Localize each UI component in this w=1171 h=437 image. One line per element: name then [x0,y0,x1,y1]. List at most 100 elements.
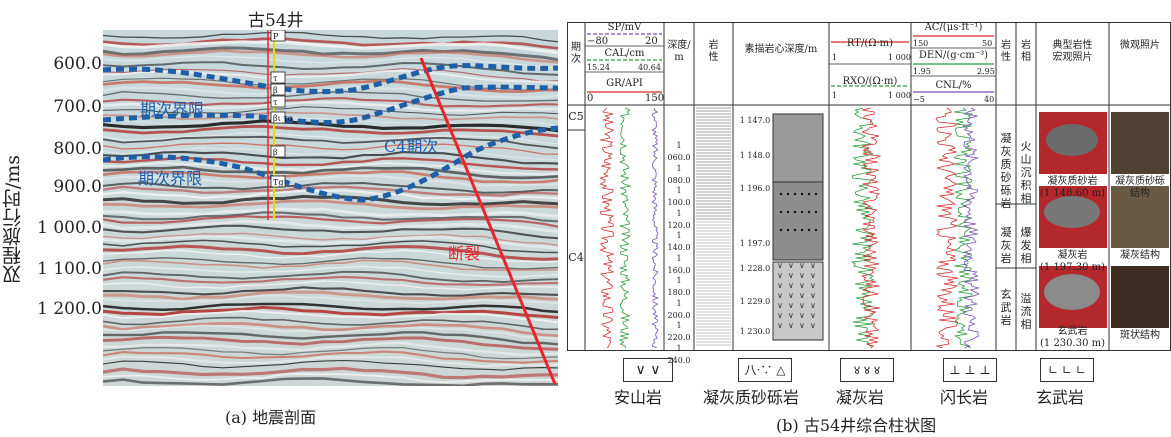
core-mark: ∨ [788,281,794,290]
core-mark: ∨ [810,281,816,290]
core-mark: ∨ [799,291,805,300]
seismic-reflector [103,305,558,320]
core-mark: ∨ [788,291,794,300]
seismic-reflector [103,249,558,263]
well-name: 古54井 [248,11,304,31]
core-dot [793,192,797,196]
legend-label-basalt: 玄武岩 [1036,388,1085,407]
well-tag: τ [273,98,278,107]
y-tick: 1 000.0 [37,218,102,238]
well-tag-box [270,145,286,158]
hdr-cal-max: 40.64 [638,63,661,72]
core-dot [779,210,783,214]
core-mark: ∨ [777,261,783,270]
seismic-reflector [103,359,558,371]
seismic-reflector [103,275,558,287]
core-mark: ∨ [788,271,794,280]
well-tag-box [270,175,286,188]
core-mark: ∨ [799,281,805,290]
seismic-reflector [103,324,558,340]
depth-tick: 1 140.0 [667,231,691,252]
core-depth: 1 229.0 [739,297,771,306]
seismic-reflector [103,280,558,291]
cnl-curve [962,107,981,349]
rock-label-2: 凝灰岩 [1000,226,1012,265]
core-dot [786,228,790,232]
core-mark: ∨ [799,311,805,320]
core-depth: 1 197.0 [739,239,771,248]
micro-photo-2 [1111,186,1169,248]
core-dot [814,210,818,214]
stage-c5: C5 [568,110,584,123]
log-panel: ∨∨∨∨∨∨∨∨∨∨∨∨∨∨∨∨∨∨∨∨∨∨∨∨∨∨∨∨ [567,22,1171,351]
hdr-rt-max: 1 000 [888,53,911,62]
core-dot [800,192,804,196]
column-separators [567,22,1110,350]
seismic-reflector [103,366,558,380]
seismic-reflector [103,55,558,69]
seismic-reflector [103,316,558,331]
core-mark: ∨ [777,281,783,290]
hdr-cnl-min: −5 [913,95,925,104]
core-mark: ∨ [777,301,783,310]
seismic-reflector [103,219,558,233]
seismic-reflectors [103,31,558,386]
micro-photo-3 [1111,266,1169,328]
seismic-reflector [103,40,558,55]
seismic-reflector [103,185,558,197]
y-tick: 700.0 [53,97,102,117]
sp-curve [651,107,659,349]
seismic-reflector [103,135,558,150]
core-dot [793,228,797,232]
well-tag-box [270,95,286,108]
seismic-reflector [103,46,558,62]
core-mark: ∨ [810,261,816,270]
c4-label: C4期次 [384,137,439,156]
well-tag-box [270,83,286,96]
hdr-macro: 典型岩性 宏观照片 [1052,40,1093,63]
seismic-reflector [103,147,558,161]
seismic-reflector [103,97,558,108]
depth-tick: 1 060.0 [667,141,691,162]
seismic-reflector [103,79,558,94]
hdr-ac-min: 150 [913,39,929,48]
seismic-reflector [103,101,558,113]
legend-symbol-andesite: ∨ ∨ [623,358,673,382]
y-axis-title: 双程旅行时/ms [1,155,24,285]
seismic-reflector [103,124,558,138]
core-dot [814,192,818,196]
seismic-reflector [103,49,558,64]
hdr-cnl: CNL/% [935,80,972,91]
core-mark: ∨ [799,261,805,270]
y-tick: 900.0 [53,177,102,197]
seismic-reflector [103,235,558,250]
rt-curve [860,107,882,349]
core-dot [793,210,797,214]
core-dot [814,228,818,232]
hdr-den: DEN/(g·cm⁻³) [918,50,989,61]
legend-label-tuff: 凝灰岩 [836,388,885,407]
core-dot [800,210,804,214]
seismic-reflector [103,322,558,338]
seismic-reflector [103,232,558,246]
seismic-reflector [103,156,558,171]
well-tag: βι τα [273,114,294,123]
core-dot [786,210,790,214]
depth-tick: 1 160.0 [667,253,691,275]
well-tag: τ [273,74,278,83]
hdr-gr-max: 150 [645,93,665,104]
depth-tick: 1 200.0 [667,298,691,320]
legend-symbol-diorite: ⊥ ⊥ ⊥ [943,358,997,382]
well-tag: P [273,32,279,41]
seismic-reflector [103,61,558,76]
legend-label-tuffaceous: 凝灰质砂砾岩 [703,388,800,407]
hdr-rt-min: 1 [832,53,838,62]
hdr-rt: RT/(Ω·m) [846,38,894,49]
well-tag: Tg [273,178,283,187]
core-mark: ∨ [810,301,816,310]
core-depth: 1 228.0 [739,264,771,273]
seismic-reflector [103,377,558,386]
micro-caption-2: 凝灰结构 [1120,250,1160,261]
hdr-den-max: 2.95 [977,67,995,76]
depth-tick: 1 120.0 [667,208,691,230]
